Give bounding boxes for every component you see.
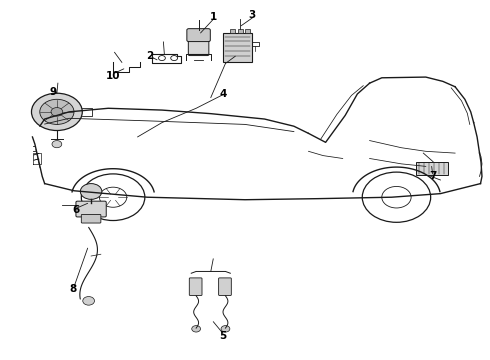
Text: 2: 2 <box>146 51 153 61</box>
FancyBboxPatch shape <box>76 201 106 217</box>
FancyBboxPatch shape <box>189 278 202 296</box>
Text: 7: 7 <box>429 171 437 181</box>
Circle shape <box>51 108 63 116</box>
FancyBboxPatch shape <box>416 162 448 175</box>
Text: 3: 3 <box>249 10 256 20</box>
Circle shape <box>80 184 102 199</box>
Circle shape <box>221 325 230 332</box>
Text: 5: 5 <box>220 331 227 341</box>
FancyBboxPatch shape <box>238 29 243 33</box>
Text: 8: 8 <box>70 284 76 294</box>
Text: 9: 9 <box>50 87 57 97</box>
Text: 6: 6 <box>73 206 80 216</box>
Text: 10: 10 <box>106 71 121 81</box>
FancyBboxPatch shape <box>187 29 210 41</box>
Circle shape <box>31 93 82 131</box>
Text: 4: 4 <box>220 89 227 99</box>
Circle shape <box>83 297 95 305</box>
Text: 1: 1 <box>210 12 217 22</box>
FancyBboxPatch shape <box>223 33 252 62</box>
FancyBboxPatch shape <box>245 29 250 33</box>
FancyBboxPatch shape <box>230 29 235 33</box>
Circle shape <box>192 325 200 332</box>
FancyBboxPatch shape <box>81 215 101 223</box>
FancyBboxPatch shape <box>188 39 209 55</box>
Circle shape <box>52 140 62 148</box>
Circle shape <box>40 99 74 125</box>
FancyBboxPatch shape <box>219 278 231 296</box>
